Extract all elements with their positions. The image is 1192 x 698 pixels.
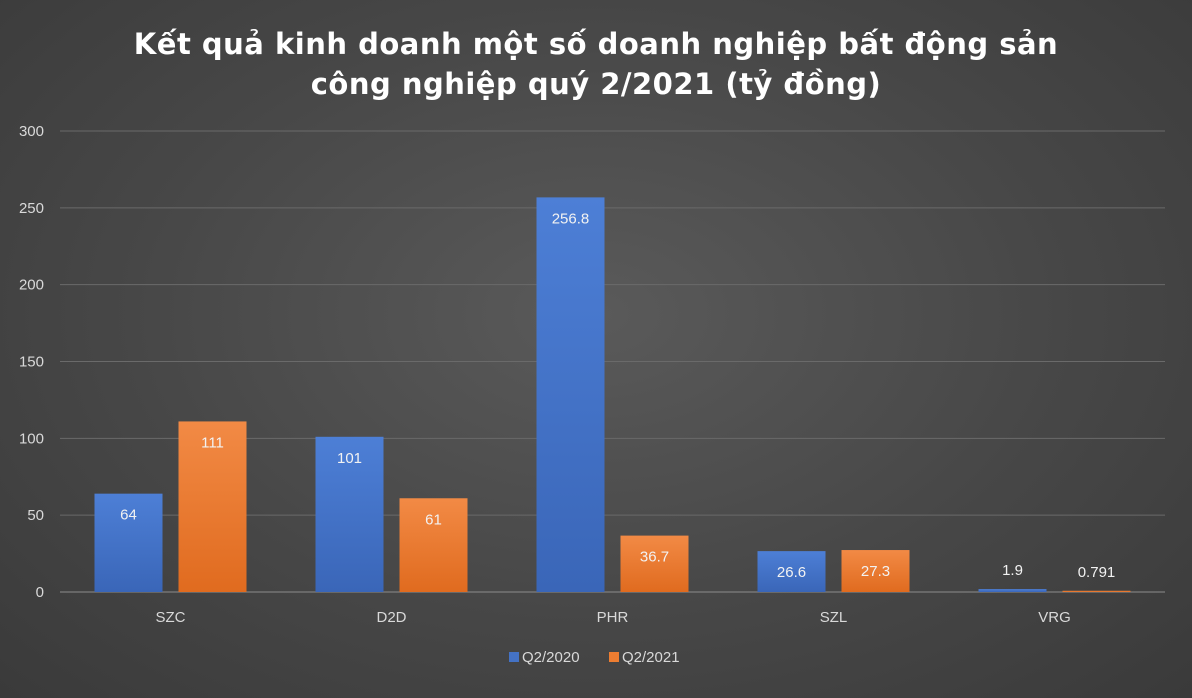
y-tick-label: 250 [19, 200, 44, 217]
bar-vrg-q2-2020 [978, 589, 1047, 592]
data-label: 256.8 [552, 210, 590, 227]
x-tick-label: PHR [597, 609, 629, 626]
y-tick-label: 150 [19, 354, 44, 371]
y-tick-label: 0 [36, 584, 44, 601]
x-tick-label: VRG [1038, 609, 1071, 626]
data-label: 36.7 [640, 549, 669, 566]
legend-swatch [609, 652, 619, 662]
chart-title-line-1: Kết quả kinh doanh một số doanh nghiệp b… [133, 27, 1059, 61]
legend-swatch [509, 652, 519, 662]
bar-d2d-q2-2021 [399, 498, 468, 592]
y-tick-label: 100 [19, 430, 44, 447]
data-label: 0.791 [1078, 564, 1116, 581]
bar-vrg-q2-2021 [1062, 590, 1131, 592]
y-tick-label: 200 [19, 277, 44, 294]
bar-phr-q2-2020 [536, 197, 605, 592]
x-tick-label: SZL [820, 609, 848, 626]
bar-szl-q2-2020 [757, 551, 826, 592]
data-label: 26.6 [777, 564, 806, 581]
chart-title-line-2: công nghiệp quý 2/2021 (tỷ đồng) [310, 67, 882, 101]
x-tick-label: D2D [376, 609, 406, 626]
bar-szl-q2-2021 [841, 550, 910, 592]
chart-title: Kết quả kinh doanh một số doanh nghiệp b… [0, 24, 1192, 104]
legend-item-label: Q2/2021 [622, 649, 680, 666]
data-label: 1.9 [1002, 562, 1023, 579]
data-label: 27.3 [861, 563, 890, 580]
data-label: 61 [425, 511, 442, 528]
bar-szc-q2-2020 [94, 493, 163, 592]
bar-phr-q2-2021 [620, 535, 689, 592]
bar-d2d-q2-2020 [315, 436, 384, 592]
data-label: 101 [337, 450, 362, 467]
y-tick-label: 300 [19, 123, 44, 140]
bar-szc-q2-2021 [178, 421, 247, 592]
legend-item-label: Q2/2020 [522, 649, 580, 666]
data-label: 64 [120, 507, 137, 524]
y-tick-label: 50 [27, 507, 44, 524]
x-tick-label: SZC [156, 609, 186, 626]
data-label: 111 [201, 434, 224, 451]
